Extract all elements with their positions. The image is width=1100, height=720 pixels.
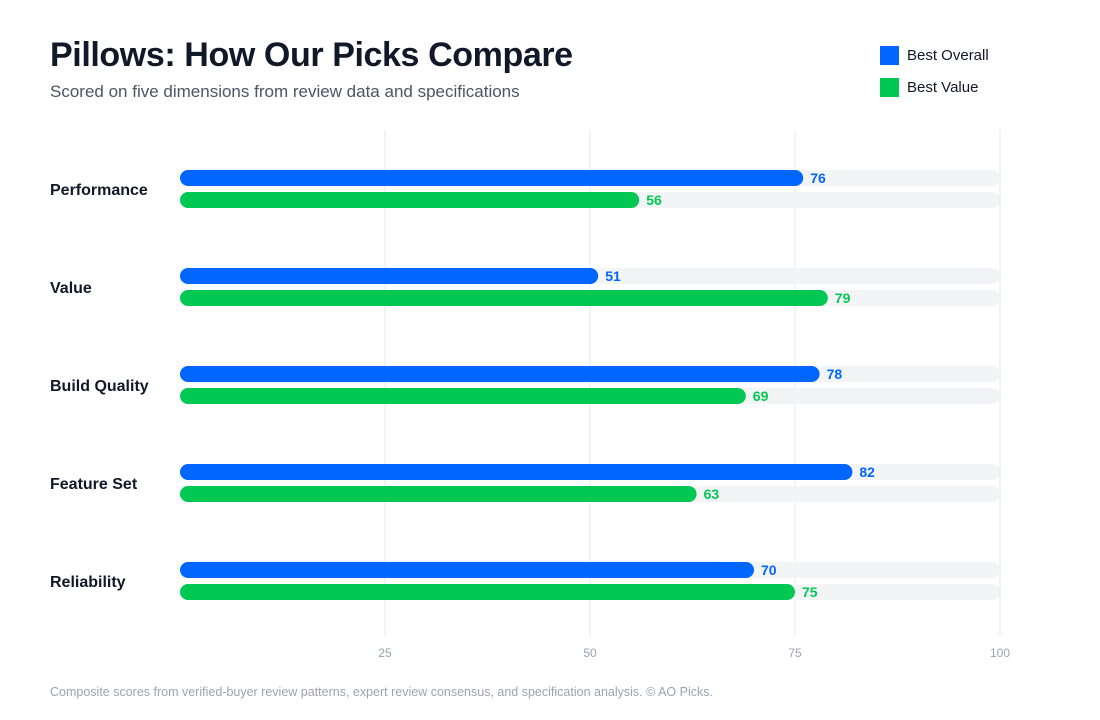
category-label-reliability: Reliability — [50, 574, 126, 591]
legend-label-best-overall: Best Overall — [907, 46, 989, 64]
x-tick-label-25: 25 — [378, 646, 392, 660]
legend-item-best-value: Best Value — [880, 77, 989, 97]
legend-swatch-best-value — [880, 77, 899, 97]
category-label-build-quality: Build Quality — [50, 378, 149, 395]
footnote: Composite scores from verified-buyer rev… — [50, 685, 713, 699]
data-label-reliability-best-value: 75 — [802, 584, 818, 600]
bar-value-best-value — [180, 290, 828, 306]
bar-feature-set-best-value — [180, 486, 697, 502]
data-label-reliability-best-overall: 70 — [761, 562, 777, 578]
category-label-performance: Performance — [50, 182, 148, 199]
bar-reliability-best-overall — [180, 562, 754, 578]
x-tick-label-50: 50 — [583, 646, 597, 660]
legend-label-best-value: Best Value — [907, 78, 979, 96]
category-label-feature-set: Feature Set — [50, 476, 138, 493]
bar-performance-best-overall — [180, 170, 804, 186]
data-label-feature-set-best-value: 63 — [704, 486, 720, 502]
bar-build-quality-best-value — [180, 388, 746, 404]
bar-feature-set-best-overall — [180, 464, 853, 480]
data-label-value-best-overall: 51 — [605, 268, 621, 284]
chart-subtitle: Scored on five dimensions from review da… — [50, 82, 520, 101]
legend-swatch-best-overall — [880, 45, 899, 65]
legend: Best Overall Best Value — [880, 45, 989, 109]
bar-build-quality-best-overall — [180, 366, 820, 382]
bar-reliability-best-value — [180, 584, 795, 600]
chart-title: Pillows: How Our Picks Compare — [50, 36, 573, 74]
data-label-build-quality-best-overall: 78 — [827, 366, 843, 382]
data-label-build-quality-best-value: 69 — [753, 388, 769, 404]
x-tick-label-100: 100 — [990, 646, 1010, 660]
bar-value-best-overall — [180, 268, 599, 284]
data-label-performance-best-value: 56 — [646, 192, 662, 208]
category-label-value: Value — [50, 280, 92, 297]
bar-performance-best-value — [180, 192, 640, 208]
x-tick-label-75: 75 — [788, 646, 802, 660]
legend-item-best-overall: Best Overall — [880, 45, 989, 65]
data-label-feature-set-best-overall: 82 — [859, 464, 875, 480]
data-label-value-best-value: 79 — [835, 290, 851, 306]
data-label-performance-best-overall: 76 — [810, 170, 826, 186]
